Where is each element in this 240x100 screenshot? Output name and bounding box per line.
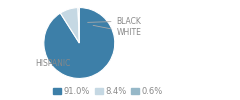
Text: BLACK: BLACK [88, 16, 141, 26]
Wedge shape [60, 8, 79, 43]
Text: WHITE: WHITE [93, 25, 141, 37]
Wedge shape [78, 8, 79, 43]
Wedge shape [44, 8, 115, 79]
Text: HISPANIC: HISPANIC [35, 59, 73, 68]
Legend: 91.0%, 8.4%, 0.6%: 91.0%, 8.4%, 0.6% [53, 87, 163, 96]
